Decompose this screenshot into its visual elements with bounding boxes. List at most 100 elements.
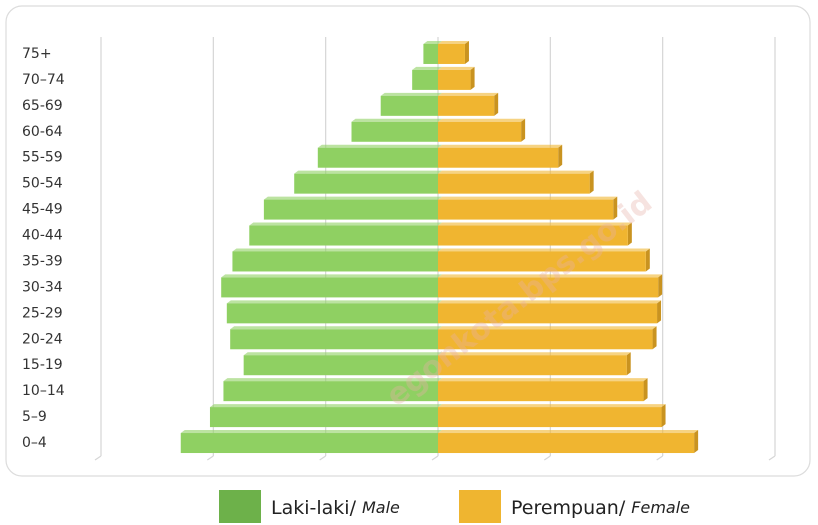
legend-label: Perempuan/Female — [511, 497, 690, 519]
y-tick-label: 75+ — [22, 46, 52, 62]
bar-depth — [438, 378, 648, 382]
y-tick-label: 25-29 — [22, 305, 63, 321]
bar — [223, 381, 438, 402]
bar-side — [589, 170, 594, 194]
bar — [232, 251, 438, 272]
bar-depth — [438, 274, 663, 278]
bar — [412, 69, 438, 90]
bar-side — [470, 66, 475, 90]
bar — [230, 329, 438, 350]
bar — [243, 355, 438, 376]
bar — [249, 225, 438, 246]
legend-name: Perempuan/ — [511, 497, 626, 519]
bar-depth — [438, 222, 632, 226]
legend-name: Laki-laki/ — [271, 497, 357, 519]
bar-depth — [438, 248, 650, 252]
bar — [438, 69, 471, 90]
y-tick-label: 60-64 — [22, 124, 63, 140]
bar-depth — [209, 404, 442, 408]
bar-depth — [230, 326, 442, 330]
bar — [438, 355, 627, 376]
bar-depth — [438, 196, 618, 200]
bar-side — [521, 118, 526, 142]
bar-side — [626, 352, 631, 376]
grid-foot — [656, 455, 663, 461]
bar — [263, 199, 438, 220]
y-tick-label: 5–9 — [22, 409, 47, 425]
legend-name-en: Male — [362, 498, 400, 517]
bar — [438, 199, 614, 220]
bar-side — [558, 144, 563, 168]
bar — [438, 147, 559, 168]
bar-depth — [351, 118, 442, 122]
bar — [438, 303, 658, 324]
bar-depth — [243, 352, 442, 356]
bar-side — [643, 378, 648, 402]
bar-side — [661, 404, 666, 428]
legend-label: Laki-laki/Male — [271, 497, 400, 519]
bar-depth — [423, 40, 442, 44]
bar-side — [645, 248, 650, 272]
bar — [438, 433, 695, 454]
bar — [380, 95, 438, 116]
y-tick-label: 65-69 — [22, 98, 63, 114]
bar-depth — [380, 92, 442, 96]
bar-depth — [223, 378, 442, 382]
bar-depth — [438, 66, 475, 70]
bar — [180, 433, 439, 454]
bar-depth — [438, 430, 699, 434]
bar — [221, 277, 438, 298]
bar-side — [627, 222, 632, 246]
bar — [438, 95, 495, 116]
y-tick-label: 45-49 — [22, 202, 63, 218]
bar-depth — [263, 196, 442, 200]
bar-depth — [438, 352, 631, 356]
bar — [438, 173, 590, 194]
bar-depth — [438, 118, 526, 122]
bar-depth — [412, 66, 442, 70]
y-tick-label: 35-39 — [22, 253, 63, 269]
bar-depth — [438, 40, 469, 44]
bar-side — [694, 430, 699, 454]
bar — [438, 407, 662, 428]
bar-depth — [180, 430, 443, 434]
bar — [351, 121, 438, 142]
y-tick-label: 40-44 — [22, 228, 63, 244]
bar — [438, 43, 465, 64]
bar-depth — [232, 248, 442, 252]
bar-side — [652, 326, 657, 350]
y-tick-label: 15-19 — [22, 357, 63, 373]
bar-side — [657, 300, 662, 324]
legend-swatch — [459, 490, 501, 523]
bar — [438, 121, 522, 142]
bar-depth — [226, 300, 442, 304]
bar-depth — [249, 222, 442, 226]
grid-foot — [544, 455, 551, 461]
grid-foot — [768, 455, 776, 461]
bar-side — [464, 40, 469, 64]
bar — [423, 43, 438, 64]
bar-depth — [317, 144, 442, 148]
bar — [317, 147, 438, 168]
y-tick-label: 70–74 — [22, 72, 65, 88]
bar-depth — [438, 92, 499, 96]
bar-side — [494, 92, 499, 116]
bar — [209, 407, 438, 428]
bar — [438, 225, 628, 246]
bar-depth — [438, 170, 594, 174]
bar-depth — [221, 274, 442, 278]
bar — [438, 277, 659, 298]
bar-depth — [438, 300, 662, 304]
bar-depth — [438, 404, 666, 408]
bar-depth — [438, 326, 657, 330]
grid-foot — [94, 455, 102, 461]
y-tick-label: 30-34 — [22, 279, 63, 295]
bar — [438, 381, 644, 402]
y-tick-label: 20-24 — [22, 331, 63, 347]
grid-foot — [207, 455, 214, 461]
grid-foot — [319, 455, 326, 461]
bar-side — [613, 196, 618, 220]
y-tick-label: 10–14 — [22, 383, 65, 399]
